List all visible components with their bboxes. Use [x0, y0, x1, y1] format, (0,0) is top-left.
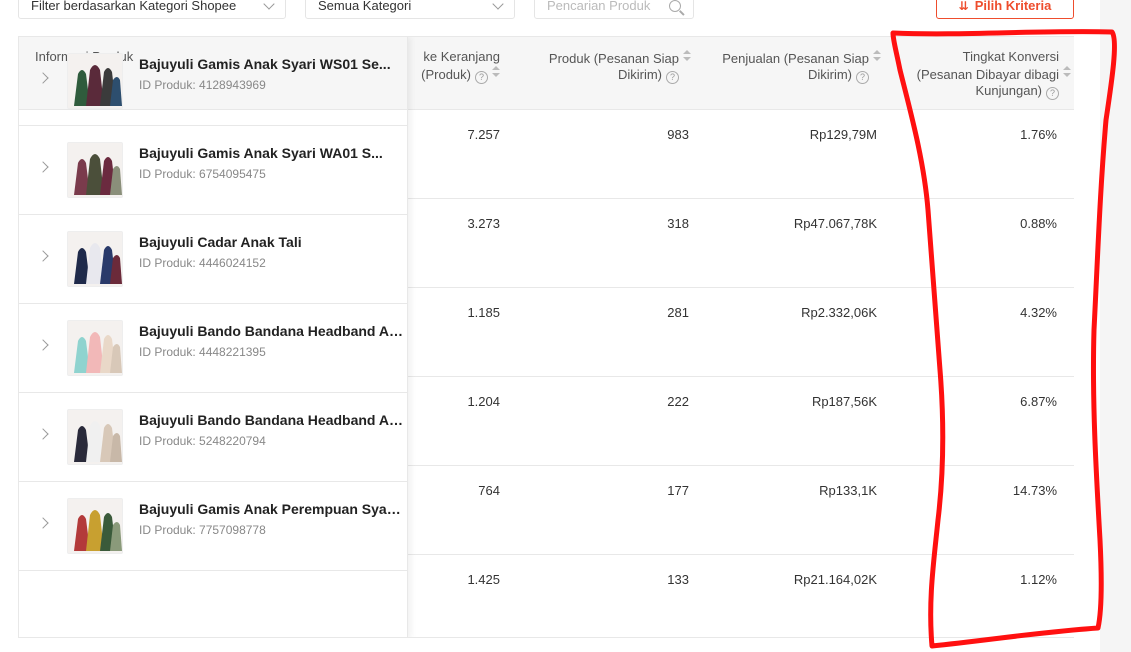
conversion-rate-value: 0.88% — [1020, 216, 1057, 231]
product-id: ID Produk: 4446024152 — [139, 256, 266, 270]
product-thumbnail[interactable] — [67, 231, 123, 287]
sales-value: Rp47.067,78K — [793, 216, 877, 231]
sales-value: Rp133,1K — [819, 483, 877, 498]
product-search-input[interactable]: Pencarian Produk — [534, 0, 694, 19]
chevron-down-icon — [492, 0, 504, 10]
product-cell: Bajuyuli Gamis Anak Syari WA01 S... ID Pr… — [19, 126, 408, 215]
add-to-cart-value: 3.273 — [467, 216, 500, 231]
orders-value: 318 — [667, 216, 689, 231]
sort-icon[interactable] — [873, 49, 881, 63]
help-icon[interactable]: ? — [856, 71, 869, 84]
double-chevron-down-icon: ⇊ — [958, 0, 969, 13]
conversion-rate-value: 6.87% — [1020, 394, 1057, 409]
product-id: ID Produk: 4448221395 — [139, 345, 266, 359]
header-text: Produk (Pesanan Siap — [548, 51, 679, 66]
sort-icon[interactable] — [683, 49, 691, 63]
conversion-rate-value: 14.73% — [1012, 483, 1057, 498]
category-select[interactable]: Semua Kategori — [305, 0, 515, 19]
product-name-link[interactable]: Bajuyuli Gamis Anak Syari WS01 Se... — [139, 56, 391, 72]
orders-value: 983 — [667, 127, 689, 142]
select-criteria-label: Pilih Kriteria — [974, 0, 1052, 13]
category-select-label: Semua Kategori — [318, 0, 412, 13]
header-text: Kunjungan) — [975, 83, 1043, 98]
column-header-add-to-cart[interactable]: ke Keranjang (Produk)? — [408, 49, 500, 84]
column-header-orders[interactable]: Produk (Pesanan Siap Dikirim)? — [519, 49, 691, 84]
product-id: ID Produk: 4128943969 — [139, 78, 266, 92]
add-to-cart-value: 1.204 — [467, 394, 500, 409]
product-cell: Bajuyuli Gamis Anak Perempuan Syari ... I… — [19, 482, 408, 571]
conversion-rate-value: 4.32% — [1020, 305, 1057, 320]
header-text: ke Keranjang — [423, 49, 500, 64]
product-thumbnail[interactable] — [67, 320, 123, 376]
expand-row-chevron-icon[interactable] — [37, 72, 49, 84]
product-id: ID Produk: 5248220794 — [139, 434, 266, 448]
add-to-cart-value: 7.257 — [467, 127, 500, 142]
product-thumbnail[interactable] — [67, 53, 123, 109]
select-criteria-button[interactable]: ⇊ Pilih Kriteria — [936, 0, 1074, 19]
orders-value: 281 — [667, 305, 689, 320]
header-text: (Produk) — [421, 67, 471, 82]
header-text: Dikirim) — [807, 67, 852, 82]
expand-row-chevron-icon[interactable] — [37, 339, 49, 351]
product-cell: Bajuyuli Gamis Anak Syari WS01 Se... ID P… — [19, 37, 408, 126]
shopee-category-filter-label: Filter berdasarkan Kategori Shopee — [31, 0, 237, 13]
sales-value: Rp21.164,02K — [793, 572, 877, 587]
chevron-down-icon — [263, 0, 275, 10]
orders-value: 177 — [667, 483, 689, 498]
expand-row-chevron-icon[interactable] — [37, 428, 49, 440]
sales-value: Rp129,79M — [809, 127, 877, 142]
sort-icon[interactable] — [1063, 65, 1071, 79]
help-icon[interactable]: ? — [1046, 87, 1059, 100]
header-text: (Pesanan Dibayar dibagi — [916, 67, 1059, 82]
product-name-link[interactable]: Bajuyuli Cadar Anak Tali — [139, 234, 302, 250]
product-id: ID Produk: 6754095475 — [139, 167, 266, 181]
orders-value: 133 — [667, 572, 689, 587]
conversion-rate-value: 1.12% — [1020, 572, 1057, 587]
scrollbar-track[interactable] — [1100, 0, 1131, 652]
expand-row-chevron-icon[interactable] — [37, 250, 49, 262]
expand-row-chevron-icon[interactable] — [37, 517, 49, 529]
header-text: Penjualan (Pesanan Siap — [722, 51, 869, 66]
add-to-cart-value: 1.185 — [467, 305, 500, 320]
search-icon — [669, 0, 681, 12]
sales-value: Rp187,56K — [811, 394, 877, 409]
column-header-sales[interactable]: Penjualan (Pesanan Siap Dikirim)? — [699, 49, 881, 84]
product-name-link[interactable]: Bajuyuli Gamis Anak Perempuan Syari ... — [139, 501, 404, 517]
product-id: ID Produk: 7757098778 — [139, 523, 266, 537]
product-search-placeholder: Pencarian Produk — [547, 0, 651, 13]
product-thumbnail[interactable] — [67, 142, 123, 198]
sort-icon[interactable] — [492, 65, 500, 79]
conversion-rate-value: 1.76% — [1020, 127, 1057, 142]
product-thumbnail[interactable] — [67, 409, 123, 465]
expand-row-chevron-icon[interactable] — [37, 161, 49, 173]
product-thumbnail[interactable] — [67, 498, 123, 554]
header-text: Dikirim) — [617, 67, 662, 82]
orders-value: 222 — [667, 394, 689, 409]
help-icon[interactable]: ? — [666, 71, 679, 84]
product-name-link[interactable]: Bajuyuli Bando Bandana Headband An... — [139, 323, 404, 339]
shopee-category-filter[interactable]: Filter berdasarkan Kategori Shopee — [18, 0, 286, 19]
product-name-link[interactable]: Bajuyuli Bando Bandana Headband Ana... — [139, 412, 404, 428]
add-to-cart-value: 764 — [478, 483, 500, 498]
product-cell: Bajuyuli Cadar Anak Tali ID Produk: 44460… — [19, 215, 408, 304]
product-cell: Bajuyuli Bando Bandana Headband Ana... ID… — [19, 393, 408, 482]
column-header-conversion-rate[interactable]: Tingkat Konversi (Pesanan Dibayar dibagi… — [889, 49, 1071, 100]
product-table: ke Keranjang (Produk)? Produk (Pesanan S… — [18, 36, 1074, 638]
add-to-cart-value: 1.425 — [467, 572, 500, 587]
product-cell: Bajuyuli Bando Bandana Headband An... ID … — [19, 304, 408, 393]
header-text: Tingkat Konversi — [962, 49, 1059, 64]
help-icon[interactable]: ? — [475, 71, 488, 84]
product-info-column: Informasi Produk Bajuyuli Gamis Anak Sya… — [19, 37, 408, 637]
product-name-link[interactable]: Bajuyuli Gamis Anak Syari WA01 S... — [139, 145, 383, 161]
sales-value: Rp2.332,06K — [801, 305, 877, 320]
